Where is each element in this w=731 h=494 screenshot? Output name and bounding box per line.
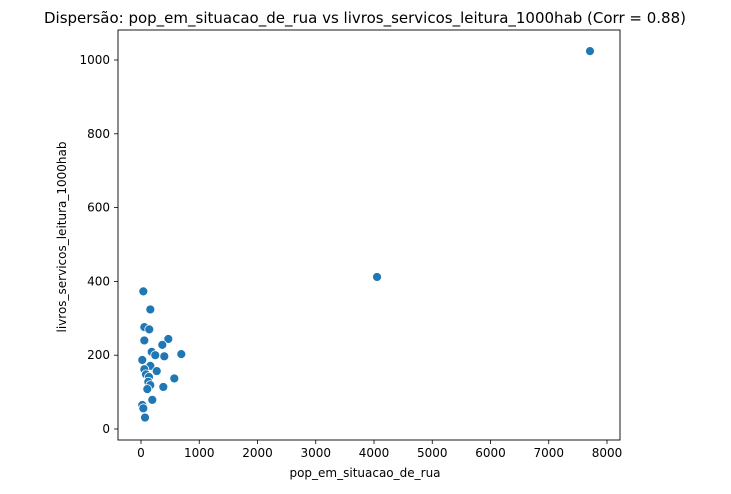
data-point [139,335,150,346]
y-tick-label: 400 [87,274,110,288]
x-tick-label: 6000 [475,446,506,460]
data-point [138,403,149,414]
data-point [138,286,149,297]
x-tick-label: 3000 [300,446,331,460]
data-point [142,384,153,395]
data-point [137,355,148,365]
data-point [169,373,180,384]
y-tick-label: 0 [102,422,110,436]
chart-title: Dispersão: pop_em_situacao_de_rua vs liv… [44,9,686,28]
x-tick-label: 0 [137,446,145,460]
y-tick-label: 1000 [79,53,110,67]
data-point [158,382,169,392]
data-point [372,272,382,282]
data-point [157,339,168,350]
data-point [159,351,170,362]
x-tick-label: 5000 [417,446,448,460]
data-point [163,334,174,344]
data-point [145,304,156,315]
x-tick-label: 2000 [242,446,273,460]
data-point [150,350,161,361]
data-point [147,394,158,405]
x-axis-label: pop_em_situacao_de_rua [289,466,440,480]
y-axis-label: livros_servicos_leitura_1000hab [55,142,69,333]
data-point [144,324,155,335]
data-point [140,412,150,423]
data-point [176,349,187,359]
x-tick-label: 8000 [592,446,623,460]
plot-frame [117,29,621,441]
y-tick-label: 600 [87,201,110,215]
x-tick-label: 4000 [359,446,390,460]
data-point [585,46,595,57]
y-tick-label: 800 [87,127,110,141]
y-tick-label: 200 [87,348,110,362]
x-tick-label: 7000 [533,446,564,460]
data-point [151,366,162,376]
x-tick-label: 1000 [184,446,215,460]
